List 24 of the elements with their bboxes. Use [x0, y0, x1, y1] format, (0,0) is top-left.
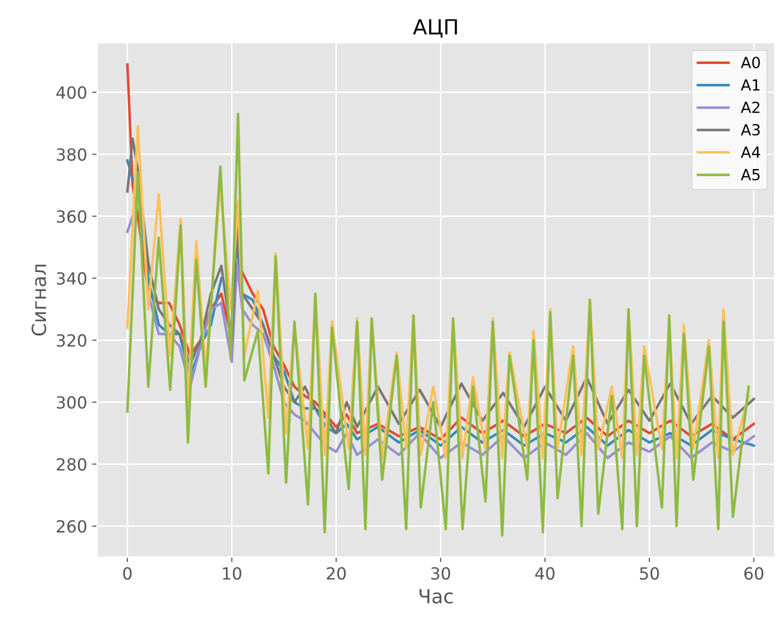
y-tick-label: 300 [56, 396, 86, 409]
y-tick-label: 320 [56, 334, 86, 347]
x-tick-label: 20 [326, 567, 346, 580]
y-tick-label: 340 [56, 272, 86, 285]
x-tick-label: 50 [640, 567, 659, 580]
x-tick-label: 30 [431, 567, 450, 580]
legend-label: A3 [740, 124, 760, 136]
legend-label: A1 [740, 79, 760, 90]
x-tick-label: 10 [223, 567, 242, 580]
y-tick-label: 280 [56, 458, 86, 471]
y-tick-label: 380 [56, 148, 86, 161]
x-tick-label: 0 [123, 567, 132, 580]
y-tick-label: 400 [56, 86, 86, 99]
x-axis-title: Час [420, 589, 453, 604]
chart-title: АЦП [413, 19, 457, 38]
y-axis-title: Сигнал [32, 264, 46, 336]
legend-label: A2 [740, 102, 760, 113]
x-tick-label: 40 [535, 567, 554, 580]
y-tick-label: 260 [56, 520, 86, 533]
legend-label: A4 [740, 146, 760, 158]
x-tick-label: 60 [744, 567, 764, 580]
y-tick-label: 360 [56, 210, 86, 223]
legend-label: A0 [740, 56, 760, 68]
legend-label: A5 [740, 169, 760, 180]
